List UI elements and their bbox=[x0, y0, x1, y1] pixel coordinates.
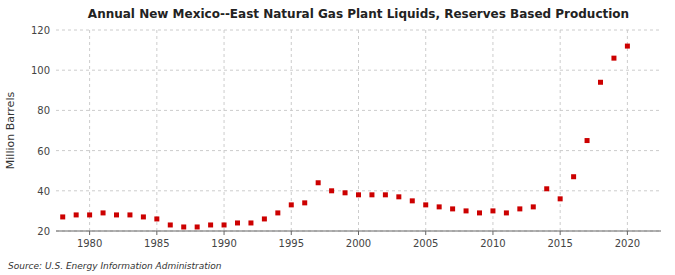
x-axis-line bbox=[56, 231, 661, 232]
point bbox=[356, 192, 361, 197]
point bbox=[235, 220, 240, 225]
point bbox=[329, 188, 334, 193]
point bbox=[611, 56, 616, 61]
point bbox=[141, 214, 146, 219]
x-grid-line bbox=[492, 30, 493, 231]
point bbox=[195, 224, 200, 229]
x-grid-line bbox=[425, 30, 426, 231]
grid bbox=[56, 30, 661, 231]
point bbox=[343, 190, 348, 195]
y-tick-label: 40 bbox=[37, 186, 50, 197]
y-tick-label: 100 bbox=[31, 65, 50, 76]
point bbox=[585, 138, 590, 143]
point bbox=[262, 216, 267, 221]
point bbox=[87, 212, 92, 217]
point bbox=[477, 210, 482, 215]
y-tick-label: 120 bbox=[31, 25, 50, 36]
point bbox=[598, 80, 603, 85]
chart: Annual New Mexico--East Natural Gas Plan… bbox=[0, 0, 675, 275]
y-grid-line bbox=[56, 190, 661, 191]
x-tick-label: 1985 bbox=[144, 238, 169, 249]
point bbox=[101, 210, 106, 215]
point bbox=[222, 222, 227, 227]
x-tick bbox=[560, 231, 561, 235]
title: Annual New Mexico--East Natural Gas Plan… bbox=[88, 7, 629, 21]
x-tick-label: 2005 bbox=[413, 238, 438, 249]
x-tick bbox=[358, 231, 359, 235]
x-tick bbox=[291, 231, 292, 235]
x-grid-line bbox=[89, 30, 90, 231]
y-grid-line bbox=[56, 231, 661, 232]
point bbox=[181, 224, 186, 229]
x-tick-label: 2015 bbox=[547, 238, 572, 249]
x-tick bbox=[627, 231, 628, 235]
point bbox=[60, 214, 65, 219]
point bbox=[490, 208, 495, 213]
x-tick bbox=[492, 231, 493, 235]
x-tick bbox=[425, 231, 426, 235]
x-tick bbox=[156, 231, 157, 235]
point bbox=[625, 44, 630, 49]
point bbox=[558, 196, 563, 201]
point bbox=[423, 202, 428, 207]
point bbox=[504, 210, 509, 215]
point bbox=[571, 174, 576, 179]
point bbox=[302, 200, 307, 205]
x-tick bbox=[224, 231, 225, 235]
y-tick-label: 20 bbox=[37, 226, 50, 237]
y-tick-label: 80 bbox=[37, 105, 50, 116]
y-tick-label: 60 bbox=[37, 146, 50, 157]
point bbox=[464, 208, 469, 213]
point bbox=[437, 204, 442, 209]
point bbox=[74, 212, 79, 217]
source-note: Source: U.S. Energy Information Administ… bbox=[8, 261, 222, 271]
point bbox=[531, 204, 536, 209]
point bbox=[168, 222, 173, 227]
x-tick-label: 1980 bbox=[77, 238, 102, 249]
point bbox=[154, 216, 159, 221]
point bbox=[208, 222, 213, 227]
x-tick-label: 2000 bbox=[346, 238, 371, 249]
x-tick-label: 2010 bbox=[480, 238, 505, 249]
point bbox=[517, 206, 522, 211]
point bbox=[127, 212, 132, 217]
x-grid-line bbox=[358, 30, 359, 231]
point bbox=[410, 198, 415, 203]
x-grid-line bbox=[291, 30, 292, 231]
point bbox=[248, 220, 253, 225]
point bbox=[544, 186, 549, 191]
x-tick-label: 1990 bbox=[211, 238, 236, 249]
point bbox=[316, 180, 321, 185]
x-grid-line bbox=[627, 30, 628, 231]
x-grid-line bbox=[224, 30, 225, 231]
point bbox=[275, 210, 280, 215]
point bbox=[289, 202, 294, 207]
points bbox=[60, 44, 630, 230]
point bbox=[114, 212, 119, 217]
x-grid-line bbox=[156, 30, 157, 231]
point bbox=[396, 194, 401, 199]
x-tick-label: 2020 bbox=[615, 238, 640, 249]
y-axis-label: Million Barrels bbox=[4, 92, 17, 170]
point bbox=[450, 206, 455, 211]
point bbox=[383, 192, 388, 197]
y-grid-line bbox=[56, 70, 661, 71]
x-tick bbox=[89, 231, 90, 235]
x-tick-label: 1995 bbox=[279, 238, 304, 249]
axes: 20 40 60 80 100 120 1980 1985 1990 1995 2000 2005 20… bbox=[31, 25, 661, 249]
point bbox=[369, 192, 374, 197]
